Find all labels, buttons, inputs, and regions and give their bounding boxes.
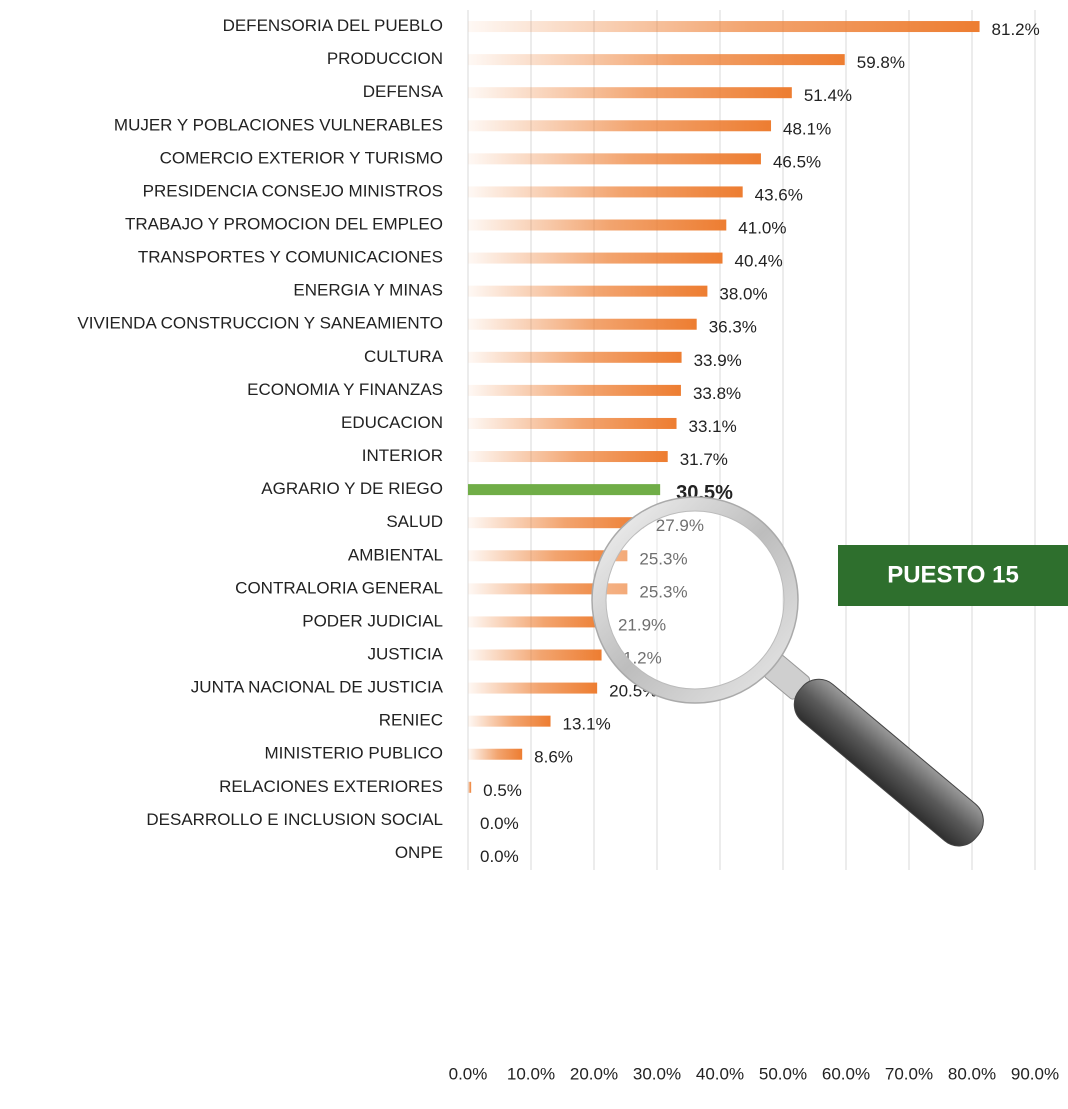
- bar: [468, 484, 661, 496]
- y-tick-label: JUSTICIA: [367, 644, 443, 663]
- value-label: 46.5%: [773, 152, 821, 171]
- x-tick-label: 70.0%: [885, 1064, 933, 1083]
- y-tick-label: DESARROLLO E INCLUSION SOCIAL: [146, 810, 443, 829]
- y-tick-label: VIVIENDA CONSTRUCCION Y SANEAMIENTO: [77, 314, 443, 333]
- y-tick-label: SALUD: [386, 512, 443, 531]
- y-tick-label: TRABAJO Y PROMOCION DEL EMPLEO: [125, 214, 443, 233]
- bar: [468, 451, 668, 463]
- value-label: 21.9%: [618, 615, 666, 634]
- annotation: PUESTO 15: [887, 561, 1019, 588]
- x-tick-label: 50.0%: [759, 1064, 807, 1083]
- value-label: 25.3%: [639, 549, 687, 568]
- y-tick-label: RENIEC: [379, 711, 443, 730]
- bar: [468, 120, 772, 132]
- bar: [468, 87, 792, 99]
- value-label: 41.0%: [738, 218, 786, 237]
- x-tick-label: 90.0%: [1011, 1064, 1059, 1083]
- x-tick-label: 0.0%: [449, 1064, 488, 1083]
- y-tick-label: DEFENSORIA DEL PUEBLO: [223, 16, 443, 35]
- y-tick-label: DEFENSA: [363, 82, 444, 101]
- x-tick-label: 80.0%: [948, 1064, 996, 1083]
- y-tick-label: MINISTERIO PUBLICO: [264, 744, 443, 763]
- bar: [468, 417, 677, 429]
- value-label: 33.9%: [694, 351, 742, 370]
- value-label: 33.1%: [689, 417, 737, 436]
- y-tick-label: CULTURA: [364, 347, 444, 366]
- bar: [468, 616, 606, 628]
- x-tick-label: 10.0%: [507, 1064, 555, 1083]
- x-tick-label: 40.0%: [696, 1064, 744, 1083]
- bar: [468, 384, 681, 396]
- bar: [468, 748, 523, 760]
- bar: [468, 21, 980, 33]
- value-label: 8.6%: [534, 748, 573, 767]
- value-label: 81.2%: [992, 20, 1040, 39]
- y-tick-label: COMERCIO EXTERIOR Y TURISMO: [160, 148, 443, 167]
- value-label: 13.1%: [563, 715, 611, 734]
- annotation-box: PUESTO 15: [838, 545, 1068, 606]
- y-tick-label: INTERIOR: [362, 446, 443, 465]
- bar: [468, 682, 598, 694]
- y-tick-label: ONPE: [395, 843, 443, 862]
- x-tick-label: 30.0%: [633, 1064, 681, 1083]
- x-tick-label: 20.0%: [570, 1064, 618, 1083]
- magnifier: [591, 496, 984, 847]
- bar: [468, 715, 551, 727]
- value-label: 0.5%: [483, 781, 522, 800]
- bar: [468, 583, 628, 595]
- bar: [468, 649, 602, 661]
- value-label: 0.0%: [480, 814, 519, 833]
- value-label: 51.4%: [804, 86, 852, 105]
- bar: [468, 318, 697, 330]
- y-tick-label: PRESIDENCIA CONSEJO MINISTROS: [143, 181, 443, 200]
- bar: [468, 550, 628, 562]
- bar: [468, 54, 845, 66]
- y-tick-label: ECONOMIA Y FINANZAS: [247, 380, 443, 399]
- y-tick-label: PRODUCCION: [327, 49, 443, 68]
- y-tick-label: MUJER Y POBLACIONES VULNERABLES: [114, 115, 443, 134]
- y-tick-label: AGRARIO Y DE RIEGO: [261, 479, 443, 498]
- y-tick-label: RELACIONES EXTERIORES: [219, 777, 443, 796]
- bar: [468, 153, 761, 165]
- value-label: 33.8%: [693, 384, 741, 403]
- bar: [468, 517, 644, 529]
- value-label: 43.6%: [755, 185, 803, 204]
- value-label: 31.7%: [680, 450, 728, 469]
- y-tick-label: PODER JUDICIAL: [302, 611, 443, 630]
- value-label: 0.0%: [480, 847, 519, 866]
- y-tick-label: JUNTA NACIONAL DE JUSTICIA: [191, 678, 444, 697]
- x-tick-label: 60.0%: [822, 1064, 870, 1083]
- bar: [468, 781, 472, 793]
- bar: [468, 252, 723, 264]
- y-tick-label: CONTRALORIA GENERAL: [235, 578, 443, 597]
- y-tick-label: TRANSPORTES Y COMUNICACIONES: [138, 248, 443, 267]
- value-label: 25.3%: [639, 582, 687, 601]
- value-label: 59.8%: [857, 53, 905, 72]
- value-label: 27.9%: [656, 516, 704, 535]
- y-tick-label: AMBIENTAL: [348, 545, 443, 564]
- bar: [468, 186, 743, 198]
- value-label: 36.3%: [709, 318, 757, 337]
- bar: [468, 219, 727, 231]
- value-label: 40.4%: [735, 252, 783, 271]
- y-tick-label: ENERGIA Y MINAS: [293, 281, 443, 300]
- y-tick-label: EDUCACION: [341, 413, 443, 432]
- bar: [468, 351, 682, 363]
- value-label: 48.1%: [783, 119, 831, 138]
- value-label: 38.0%: [719, 285, 767, 304]
- bar: [468, 285, 708, 297]
